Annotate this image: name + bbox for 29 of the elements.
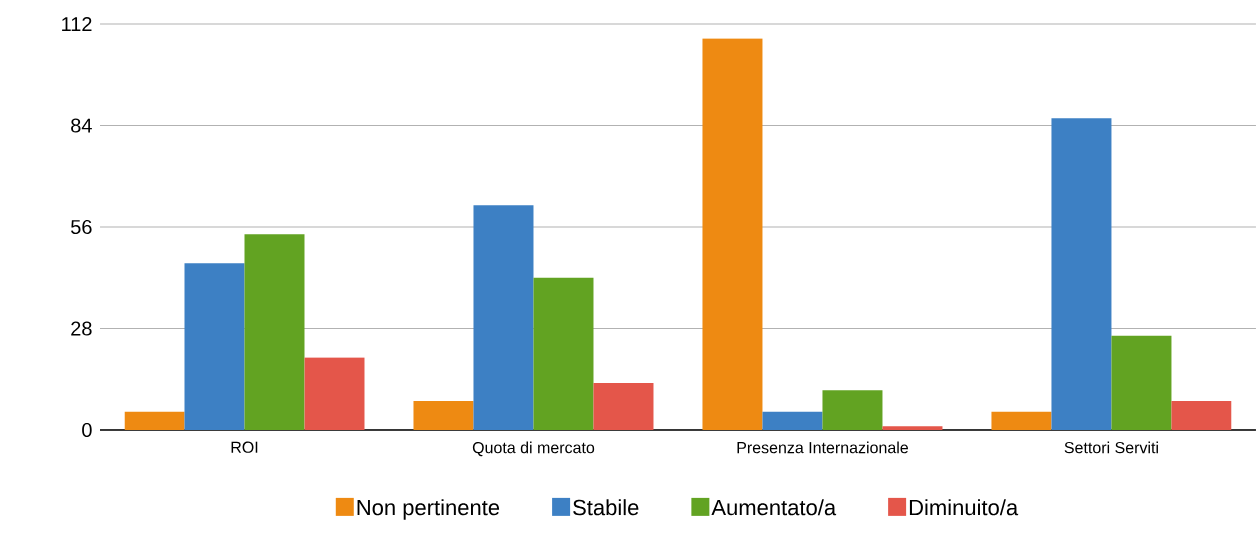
- bar: [413, 401, 474, 430]
- x-tick-label: Quota di mercato: [472, 441, 595, 457]
- bar: [991, 411, 1052, 430]
- bar: [533, 277, 594, 430]
- x-tick-label: ROI: [231, 441, 258, 453]
- bar: [1111, 335, 1172, 430]
- bar: [473, 205, 534, 430]
- bar: [702, 38, 763, 430]
- x-tick-label: Settori Serviti: [1064, 441, 1158, 454]
- y-tick-label: 84: [71, 118, 92, 133]
- legend-label: Stabile: [573, 499, 639, 516]
- y-tick-label: 28: [71, 321, 92, 336]
- bar: [822, 390, 883, 430]
- bar: [184, 263, 245, 430]
- bar: [244, 234, 305, 430]
- legend-label: Non pertinente: [357, 499, 500, 520]
- y-tick-label: 0: [82, 422, 92, 438]
- bar: [1051, 118, 1112, 430]
- legend-label: Aumentato/a: [711, 499, 837, 516]
- x-tick-label: Presenza Internazionale: [737, 441, 908, 454]
- y-tick-label: 56: [71, 219, 92, 235]
- bar: [124, 411, 185, 430]
- bar: [304, 357, 365, 430]
- bar: [882, 426, 943, 430]
- y-tick-label: 112: [62, 17, 92, 31]
- bar: [762, 411, 823, 430]
- bar: [593, 382, 654, 430]
- legend-label: Diminuito/a: [909, 499, 1019, 516]
- bar: [1171, 401, 1232, 430]
